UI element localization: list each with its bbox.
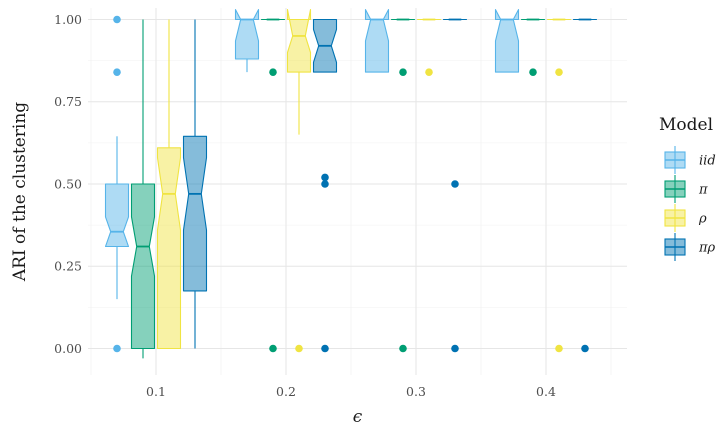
outlier-point (269, 68, 277, 76)
box-ρ-0.4 (546, 18, 572, 353)
outlier-point (399, 68, 407, 76)
outlier-point (321, 344, 329, 353)
x-tick-label: 0.1 (146, 384, 166, 399)
series-2 (130, 18, 546, 359)
y-axis-title: ARI of the clustering (10, 102, 30, 282)
outlier-point (113, 15, 121, 24)
outlier-point (555, 344, 563, 353)
box-ρ-0.3 (416, 18, 442, 76)
box-πρ-0.2 (312, 18, 338, 353)
x-tick-label: 0.2 (276, 384, 296, 399)
box-π-0.4 (520, 18, 546, 76)
box-iid-0.4 (494, 9, 520, 73)
outlier-point (555, 68, 563, 76)
legend-title: Model (659, 115, 713, 135)
outlier-point (529, 68, 537, 76)
outlier-point (581, 344, 589, 353)
outlier-point (295, 344, 303, 353)
y-tick-label: 0.25 (54, 259, 82, 274)
box-body (156, 147, 182, 350)
box-πρ-0.4 (572, 18, 598, 353)
legend-item-4: πρ (664, 233, 716, 261)
box-π-0.1 (130, 19, 156, 359)
legend-item-2: π (664, 175, 708, 203)
box-π-0.3 (390, 18, 416, 353)
legend-item-3: ρ (664, 204, 707, 232)
box-body (286, 9, 312, 73)
legend-item-1: iid (664, 146, 716, 174)
legend-label: ρ (698, 212, 707, 227)
legend-label: π (698, 183, 708, 198)
box-iid-0.1 (104, 15, 130, 353)
box-body (364, 9, 390, 73)
box-body (182, 135, 208, 292)
outlier-point (321, 173, 329, 182)
series-1 (104, 9, 520, 353)
plot-panel (88, 8, 627, 375)
x-axis-title: ϵ (353, 407, 363, 427)
box-ρ-0.2 (286, 9, 312, 353)
y-tick-label: 0.00 (54, 341, 82, 356)
outlier-point (113, 68, 121, 76)
box-body (494, 9, 520, 73)
series-4 (182, 18, 598, 353)
legend-label: iid (699, 154, 716, 169)
outlier-point (451, 180, 459, 188)
box-body (130, 183, 156, 350)
outlier-point (269, 344, 277, 353)
y-tick-label: 1.00 (54, 12, 82, 27)
legend: Model iid πρ πρ (659, 115, 716, 261)
y-tick-label: 0.50 (54, 176, 82, 191)
box-πρ-0.3 (442, 18, 468, 353)
box-body (234, 9, 260, 60)
outlier-point (425, 68, 433, 76)
y-tick-label: 0.75 (54, 94, 82, 109)
outlier-point (113, 344, 121, 353)
box-π-0.2 (260, 18, 286, 353)
legend-label: πρ (698, 241, 716, 256)
outlier-point (399, 344, 407, 353)
box-body (104, 183, 130, 248)
box-πρ-0.1 (182, 19, 208, 349)
box-ρ-0.1 (156, 19, 182, 350)
x-tick-label: 0.4 (536, 384, 556, 399)
box-iid-0.2 (234, 9, 260, 73)
box-iid-0.3 (364, 9, 390, 73)
outlier-point (321, 180, 329, 188)
outlier-point (451, 344, 459, 353)
x-tick-label: 0.3 (406, 384, 426, 399)
series-3 (156, 9, 572, 353)
